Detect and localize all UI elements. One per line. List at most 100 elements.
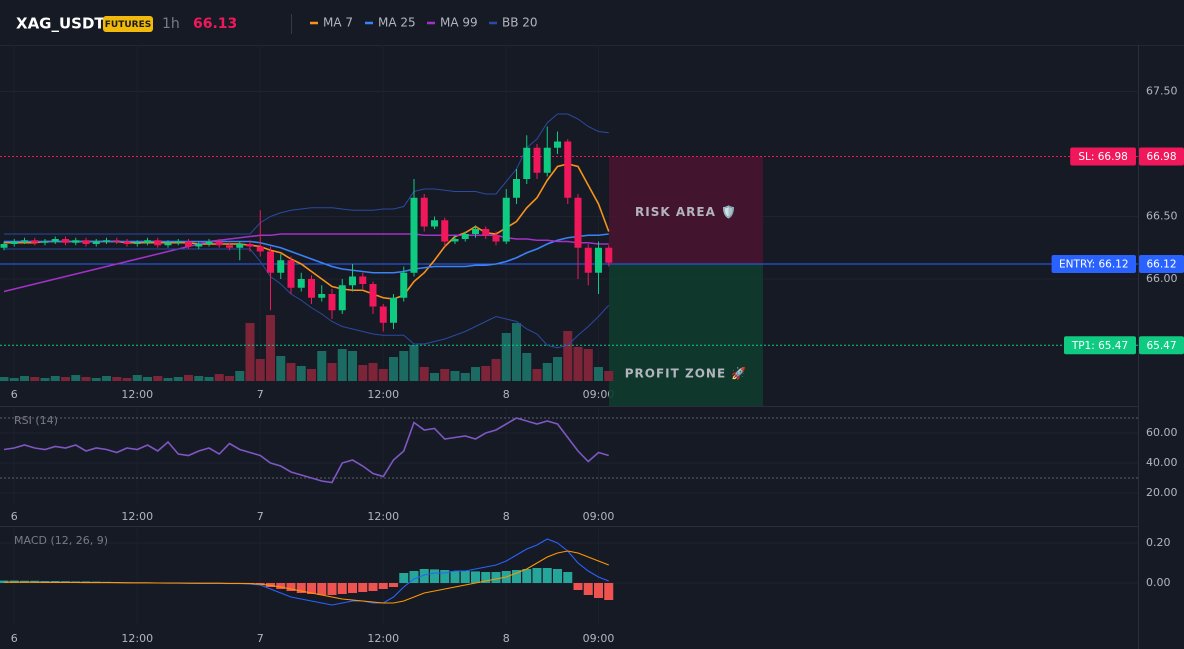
volume-bar	[563, 331, 573, 381]
candle-body	[0, 244, 8, 248]
candle-body	[441, 220, 449, 242]
volume-bar	[501, 333, 511, 381]
legend-label: BB 20	[502, 16, 538, 30]
y-tick-label: 40.00	[1146, 456, 1178, 469]
macd-histogram-bar	[460, 571, 470, 583]
x-tick-label: 12:00	[121, 388, 153, 401]
x-tick-label: 09:00	[583, 510, 615, 523]
volume-bar	[440, 369, 450, 381]
macd-histogram-bar	[604, 583, 614, 600]
candle-body	[185, 241, 192, 247]
candle-body	[461, 234, 469, 239]
y-tick-label: 66.50	[1146, 210, 1178, 223]
volume-bar	[460, 373, 470, 381]
macd-histogram-bar	[522, 569, 532, 583]
volume-bar	[204, 377, 214, 381]
volume-bar	[491, 359, 501, 381]
volume-bar	[430, 373, 439, 381]
candle-body	[410, 197, 418, 273]
legend-label: MA 25	[378, 16, 416, 30]
volume-bar	[348, 351, 357, 381]
volume-bar	[276, 356, 286, 381]
volume-bar	[296, 366, 306, 381]
volume-bar	[583, 349, 593, 381]
candle-body	[51, 239, 59, 242]
axis-level-label: 66.98	[1146, 151, 1176, 163]
candle-body	[554, 141, 561, 148]
candle-body	[338, 285, 346, 311]
macd-histogram-bar	[296, 583, 306, 593]
candle-body	[41, 241, 49, 243]
volume-bar	[358, 365, 368, 381]
candle-body	[154, 240, 162, 246]
overlay-line	[4, 248, 610, 349]
macd-histogram-bar	[512, 570, 521, 583]
y-tick-label: 67.50	[1146, 85, 1178, 98]
volume-bar	[337, 349, 347, 381]
volume-bar	[245, 323, 255, 381]
candle-body	[62, 239, 69, 243]
volume-bar	[143, 377, 152, 381]
volume-bar	[512, 323, 521, 381]
volume-bar	[553, 357, 562, 381]
y-tick-label: 20.00	[1146, 486, 1178, 499]
x-tick-label: 6	[11, 510, 18, 523]
volume-bar	[317, 351, 327, 381]
macd-histogram-bar	[553, 569, 562, 583]
macd-histogram-bar	[542, 568, 552, 583]
last-price: 66.13	[193, 16, 237, 32]
candle-body	[113, 240, 121, 242]
macd-histogram-bar	[317, 583, 327, 595]
candle-body	[195, 244, 203, 247]
candle-body	[543, 147, 551, 173]
profit-zone-label: PROFIT ZONE 🚀	[625, 367, 748, 381]
axis-level-label: 65.47	[1146, 340, 1176, 352]
candle-body	[267, 251, 274, 273]
axis-label-bg	[1139, 336, 1184, 355]
candle-body	[431, 220, 438, 227]
candle-body	[502, 197, 510, 242]
macd-histogram-bar	[450, 571, 460, 583]
risk-zone-label: RISK AREA 🛡️	[635, 205, 737, 219]
volume-bar	[409, 345, 419, 381]
volume-bar	[20, 376, 29, 381]
volume-bar	[81, 377, 91, 381]
candle-body	[236, 244, 244, 248]
candle-body	[144, 240, 151, 243]
x-tick-label: 09:00	[583, 632, 615, 645]
candle-body	[349, 276, 356, 286]
x-tick-label: 12:00	[121, 510, 153, 523]
candle-body	[451, 239, 459, 242]
macd-histogram-bar	[594, 583, 603, 598]
x-tick-label: 7	[257, 632, 264, 645]
macd-histogram-bar	[563, 572, 573, 583]
overlay-line	[4, 113, 609, 235]
candle-body	[164, 242, 172, 246]
candle-body	[369, 284, 377, 307]
volume-bar	[61, 377, 70, 381]
macd-histogram-bar	[378, 583, 388, 589]
candle-body	[133, 242, 141, 244]
macd-histogram-bar	[307, 583, 316, 594]
volume-bar	[9, 378, 19, 381]
candle-body	[297, 279, 305, 288]
volume-bar	[163, 378, 173, 381]
candle-body	[72, 240, 80, 243]
candle-body	[82, 240, 90, 244]
volume-bar	[30, 377, 40, 381]
volume-bar	[71, 375, 81, 381]
volume-bar	[184, 375, 193, 381]
macd-histogram-bar	[471, 571, 480, 583]
volume-bar	[214, 374, 224, 381]
candle-body	[359, 276, 367, 284]
pane-title: MACD (12, 26, 9)	[14, 534, 108, 547]
candle-body	[226, 245, 233, 248]
x-tick-label: 7	[257, 510, 264, 523]
profit-zone	[609, 264, 763, 406]
x-tick-label: 6	[11, 632, 18, 645]
x-tick-label: 6	[11, 388, 18, 401]
volume-bar	[532, 369, 542, 381]
level-label-bg	[1064, 336, 1136, 355]
